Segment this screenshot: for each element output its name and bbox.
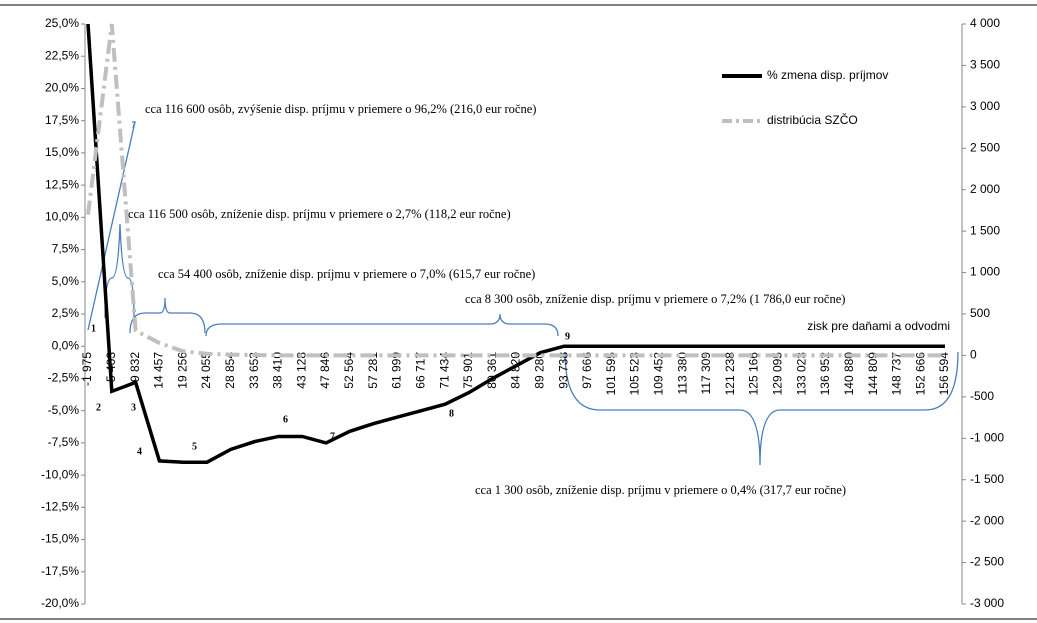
- arrow-head: [132, 121, 136, 129]
- x-tick-label: 125 166: [747, 352, 761, 396]
- x-tick-label: 52 564: [342, 352, 356, 389]
- x-tick-label: 113 380: [675, 352, 689, 395]
- marker: 1: [91, 323, 96, 334]
- x-tick-label: 129 095: [771, 352, 785, 396]
- y-tick-label: -10,0%: [41, 467, 79, 481]
- y2-tick-label: -500: [970, 389, 994, 403]
- y2-tick-label: 1 500: [970, 223, 1000, 237]
- y-tick-label: 22,5%: [45, 48, 79, 62]
- x-tick-label: -1 975: [80, 352, 94, 386]
- y-tick-label: -2,5%: [48, 371, 80, 385]
- bracket: [129, 297, 206, 334]
- y-tick-label: 0,0%: [52, 338, 80, 352]
- x-tick-label: 152 666: [913, 352, 927, 396]
- y2-tick-label: 4 000: [970, 16, 1000, 30]
- x-tick-label: 89 280: [532, 352, 546, 389]
- y-tick-label: 5,0%: [52, 274, 80, 288]
- annotation: cca 54 400 osôb, zníženie disp. príjmu v…: [158, 267, 535, 281]
- y-tick-label: 20,0%: [45, 81, 79, 95]
- bracket: [205, 313, 559, 337]
- x-axis-title: zisk pre daňami a odvodmi: [807, 319, 950, 333]
- arrow: [87, 121, 136, 331]
- bracket: [104, 223, 135, 319]
- x-tick-label: 148 737: [890, 352, 904, 396]
- x-tick-label: 47 846: [318, 352, 332, 389]
- x-tick-label: 133 023: [794, 352, 808, 396]
- marker: 9: [565, 331, 570, 342]
- bracket: [564, 351, 959, 466]
- marker: 6: [283, 414, 288, 425]
- x-tick-label: 19 256: [175, 352, 189, 389]
- marker: 4: [137, 446, 142, 457]
- marker: 2: [96, 402, 101, 413]
- marker: 5: [192, 441, 197, 452]
- y-tick-label: 25,0%: [45, 16, 79, 30]
- x-tick-label: 97 666: [580, 352, 594, 389]
- y2-tick-label: -3 000: [970, 596, 1004, 610]
- y-tick-label: -12,5%: [41, 500, 79, 514]
- x-tick-label: 144 809: [866, 352, 880, 396]
- y2-tick-label: 0: [970, 348, 977, 362]
- annotation: cca 8 300 osôb, zníženie disp. príjmu v …: [465, 292, 845, 306]
- y2-tick-label: 1 000: [970, 265, 1000, 279]
- legend-label: distribúcia SZČO: [767, 112, 858, 127]
- y2-tick-label: 3 000: [970, 99, 1000, 113]
- x-tick-label: 61 999: [390, 352, 404, 389]
- y-tick-label: -5,0%: [48, 403, 80, 417]
- y-tick-label: 10,0%: [45, 210, 79, 224]
- y-tick-label: -17,5%: [41, 564, 79, 578]
- x-tick-label: 38 410: [271, 352, 285, 389]
- x-tick-label: 24 055: [199, 352, 213, 389]
- marker: 7: [330, 431, 335, 442]
- marker: 3: [131, 402, 136, 413]
- y-tick-label: 12,5%: [45, 177, 79, 191]
- y2-tick-label: 500: [970, 306, 990, 320]
- y2-tick-label: 3 500: [970, 58, 1000, 72]
- y-tick-label: 2,5%: [52, 306, 80, 320]
- legend-label: % zmena disp. príjmov: [767, 68, 888, 82]
- x-tick-label: 9 832: [128, 352, 142, 382]
- x-tick-label: 75 901: [461, 352, 475, 389]
- marker: 8: [449, 408, 454, 419]
- x-tick-label: 14 457: [152, 352, 166, 389]
- x-tick-label: 33 653: [247, 352, 261, 389]
- series-line: [86, 23, 945, 464]
- x-tick-label: 156 594: [937, 352, 951, 396]
- x-tick-label: 57 281: [366, 352, 380, 389]
- x-tick-label: 101 595: [604, 352, 618, 396]
- x-tick-label: 71 434: [437, 352, 451, 389]
- y-tick-label: 17,5%: [45, 113, 79, 127]
- y2-tick-label: -1 500: [970, 472, 1004, 486]
- series-line: [86, 23, 945, 358]
- x-tick-label: 109 452: [652, 352, 666, 396]
- x-tick-label: 117 309: [699, 352, 713, 395]
- y-tick-label: -7,5%: [48, 435, 80, 449]
- x-tick-label: 121 238: [723, 352, 737, 396]
- annotation: cca 116 500 osôb, zníženie disp. príjmu …: [128, 207, 511, 221]
- y-tick-label: -15,0%: [41, 532, 79, 546]
- y-tick-label: 7,5%: [52, 242, 80, 256]
- x-tick-label: 136 952: [818, 352, 832, 396]
- x-tick-label: 84 820: [509, 352, 523, 389]
- x-tick-label: 66 717: [413, 352, 427, 389]
- x-tick-label: 28 854: [223, 352, 237, 389]
- x-tick-label: 43 128: [294, 352, 308, 389]
- x-tick-label: 105 523: [628, 352, 642, 396]
- y2-tick-label: -2 000: [970, 513, 1004, 527]
- y2-tick-label: 2 500: [970, 140, 1000, 154]
- y2-tick-label: -2 500: [970, 555, 1004, 569]
- annotation: cca 116 600 osôb, zvýšenie disp. príjmu …: [145, 102, 536, 116]
- y2-tick-label: 2 000: [970, 182, 1000, 196]
- x-tick-label: 93 738: [556, 352, 570, 389]
- y2-tick-label: -1 000: [970, 430, 1004, 444]
- y-tick-label: 15,0%: [45, 145, 79, 159]
- y-tick-label: -20,0%: [41, 596, 79, 610]
- annotation: cca 1 300 osôb, zníženie disp. príjmu v …: [475, 483, 846, 497]
- x-tick-label: 140 880: [842, 352, 856, 396]
